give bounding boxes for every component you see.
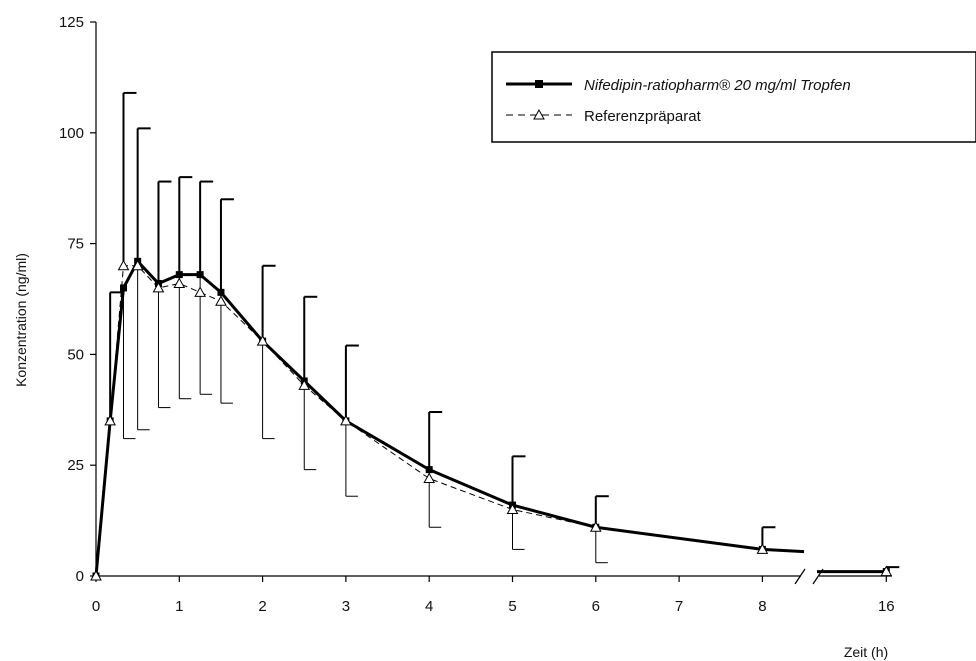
y-tick-label: 75 [67, 236, 84, 253]
referenz-point [423, 472, 436, 483]
markers [90, 257, 893, 581]
referenz-point [256, 335, 269, 346]
referenz-point [298, 379, 311, 390]
x-tick-label: 1 [175, 598, 183, 615]
legend-label-referenz: Referenzpräparat [584, 108, 702, 125]
nifedipin-point [119, 284, 127, 292]
error-bars [109, 91, 900, 572]
referenz-point [104, 414, 117, 426]
referenz-point [215, 295, 227, 306]
referenz-point [173, 277, 186, 288]
referenz-point [756, 543, 769, 554]
axes: 0 25 50 75 100 125 0 1 2 3 4 5 6 7 8 16 [59, 14, 895, 615]
x-tick-label: 4 [425, 598, 433, 615]
legend-box [491, 51, 976, 143]
legend: Nifedipin-ratiopharm® 20 mg/ml Tropfen R… [491, 51, 976, 143]
referenz-point [340, 414, 352, 426]
y-axis-title: Konzentration (ng/ml) [13, 253, 29, 387]
y-tick-label: 50 [67, 346, 84, 363]
x-tick-label: 6 [592, 598, 600, 615]
referenz-point [117, 259, 130, 271]
nifedipin-line [94, 259, 805, 577]
legend-label-nifedipin: Nifedipin-ratiopharm® 20 mg/ml Tropfen [584, 77, 851, 94]
nifedipin-point [425, 466, 433, 474]
nifedipin-point [175, 271, 183, 279]
axis-break-mark [794, 568, 806, 585]
nifedipin-point [196, 271, 204, 279]
x-tick-label: 0 [92, 598, 100, 615]
referenz-point [90, 569, 102, 581]
x-tick-label: 2 [258, 598, 266, 615]
y-tick-label: 125 [59, 14, 84, 31]
legend-marker-square [535, 80, 543, 88]
x-tick-label: 7 [675, 598, 683, 615]
y-tick-label: 0 [76, 568, 84, 585]
referenz-point [589, 521, 602, 532]
y-tick-label: 100 [59, 125, 84, 142]
referenz-point [194, 286, 206, 297]
referenz-point [131, 259, 144, 271]
x-tick-label: 5 [508, 598, 516, 615]
x-tick-label: 16 [878, 598, 895, 615]
nifedipin-point [217, 288, 225, 296]
y-tick-label: 25 [67, 457, 84, 474]
x-tick-label: 8 [758, 598, 766, 615]
referenz-point [506, 503, 519, 515]
legend-marker-triangle [533, 108, 545, 120]
referenz-point [880, 565, 893, 577]
x-tick-label: 3 [342, 598, 350, 615]
referenz-point [152, 281, 165, 293]
series-lines [94, 259, 887, 577]
x-axis-title: Zeit (h) [844, 644, 888, 660]
